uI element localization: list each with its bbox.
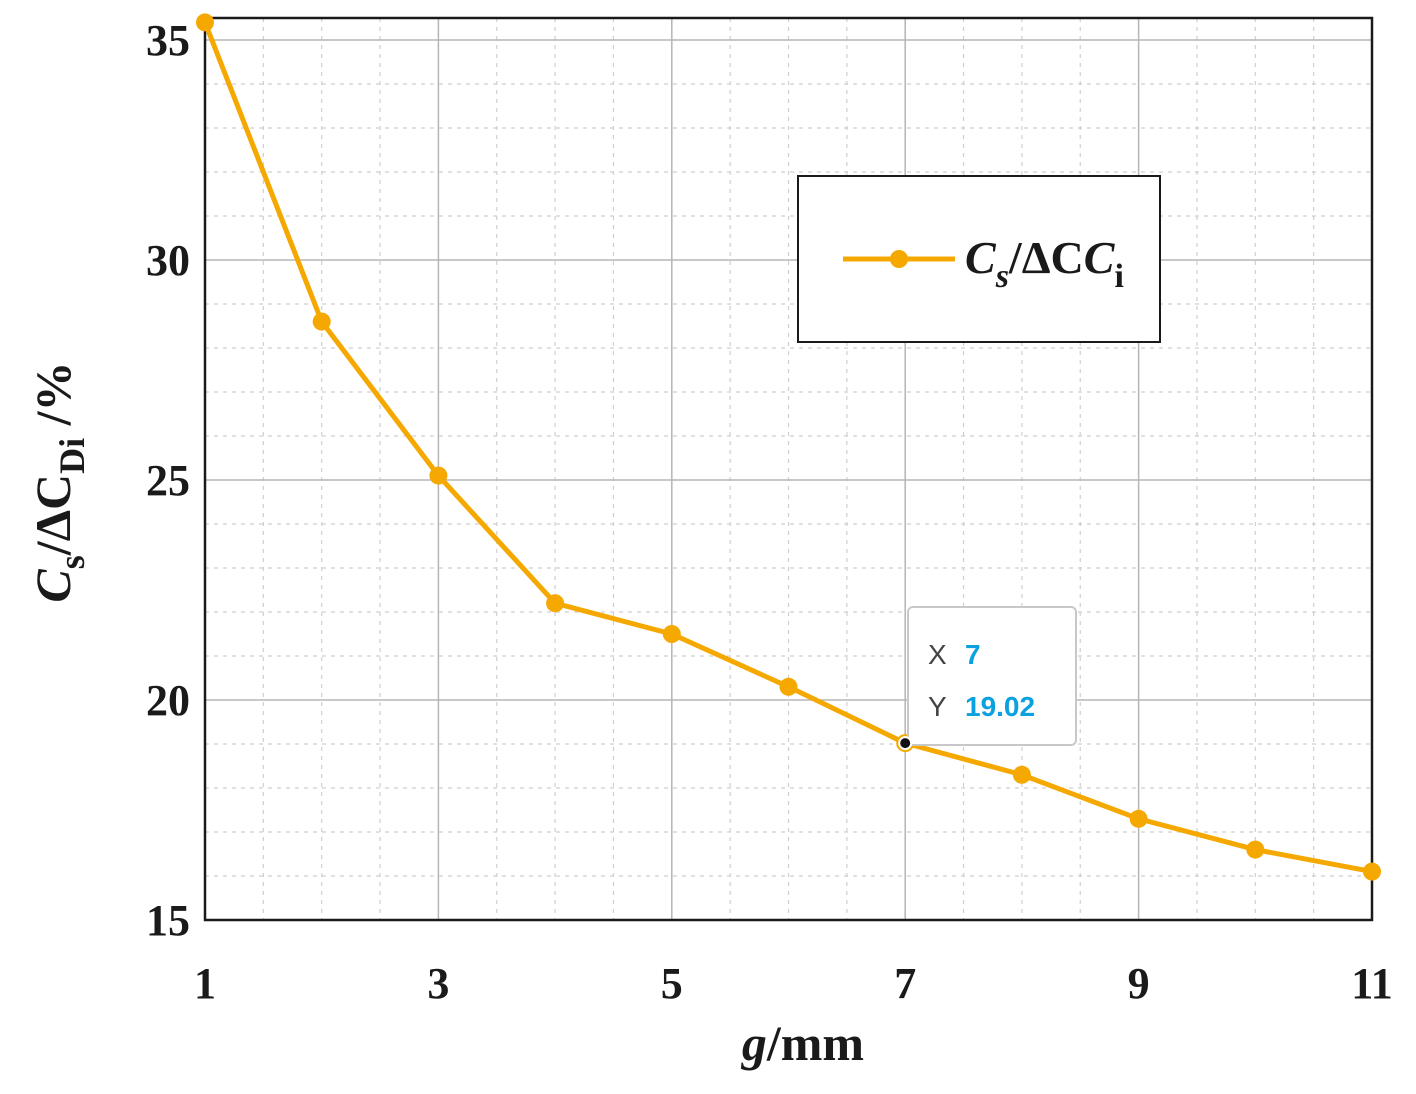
y-tick-label: 25	[146, 456, 190, 505]
legend-label-sub-i: i	[1114, 258, 1123, 295]
y-axis-title-sub1: s	[52, 555, 92, 569]
x-tick-label: 11	[1351, 959, 1393, 1008]
legend-marker	[890, 250, 908, 268]
legend-label-c2: C	[1084, 232, 1116, 283]
y-tick-label: 20	[146, 676, 190, 725]
legend-label: Cs/ΔCCi	[965, 232, 1124, 295]
legend-label-sub-s: s	[995, 258, 1009, 295]
datatip-box	[907, 606, 1077, 746]
x-tick-label: 9	[1128, 959, 1150, 1008]
plot-frame	[203, 16, 1374, 922]
y-axis-title-tail: /%	[25, 361, 81, 437]
y-tick-label: 30	[146, 236, 190, 285]
data-point	[429, 466, 448, 485]
data-point	[196, 13, 214, 32]
data-point	[546, 594, 565, 613]
x-axis-title-rest: /mm	[766, 1015, 864, 1071]
x-axis-title-italic: g	[741, 1015, 767, 1071]
datatip-y-key: Y	[928, 691, 947, 722]
data-point	[1129, 809, 1148, 828]
data-point	[779, 677, 798, 696]
datatip-y-value: 19.02	[965, 691, 1035, 722]
datatip[interactable]: X 7 Y 19.02	[898, 606, 1077, 751]
y-axis-title-c1: C	[25, 569, 81, 603]
y-axis-title: Cs/ΔCDi /%	[25, 361, 92, 602]
series-layer	[196, 13, 1381, 881]
y-axis-title-sub2: Di	[52, 438, 92, 474]
datatip-x-value: 7	[965, 639, 981, 670]
legend-label-mid: /ΔC	[1008, 232, 1084, 283]
x-tick-label: 7	[894, 959, 916, 1008]
data-point	[1012, 765, 1031, 784]
grid-layer	[204, 18, 1373, 921]
y-tick-label: 35	[146, 16, 190, 65]
x-tick-label: 5	[661, 959, 683, 1008]
x-axis-title: g/mm	[741, 1015, 864, 1071]
y-tick-label: 15	[146, 896, 190, 945]
datatip-point-marker[interactable]	[898, 736, 913, 751]
data-point	[1363, 862, 1381, 881]
data-point	[662, 625, 681, 643]
datatip-x-key: X	[928, 639, 947, 670]
legend-label-c: C	[965, 232, 997, 283]
x-tick-label: 1	[194, 959, 216, 1008]
data-point	[1246, 840, 1265, 859]
y-axis-title-mid: /ΔC	[25, 474, 81, 556]
legend: Cs/ΔCCi	[797, 175, 1161, 343]
x-tick-label: 3	[427, 959, 449, 1008]
data-point	[312, 312, 331, 331]
